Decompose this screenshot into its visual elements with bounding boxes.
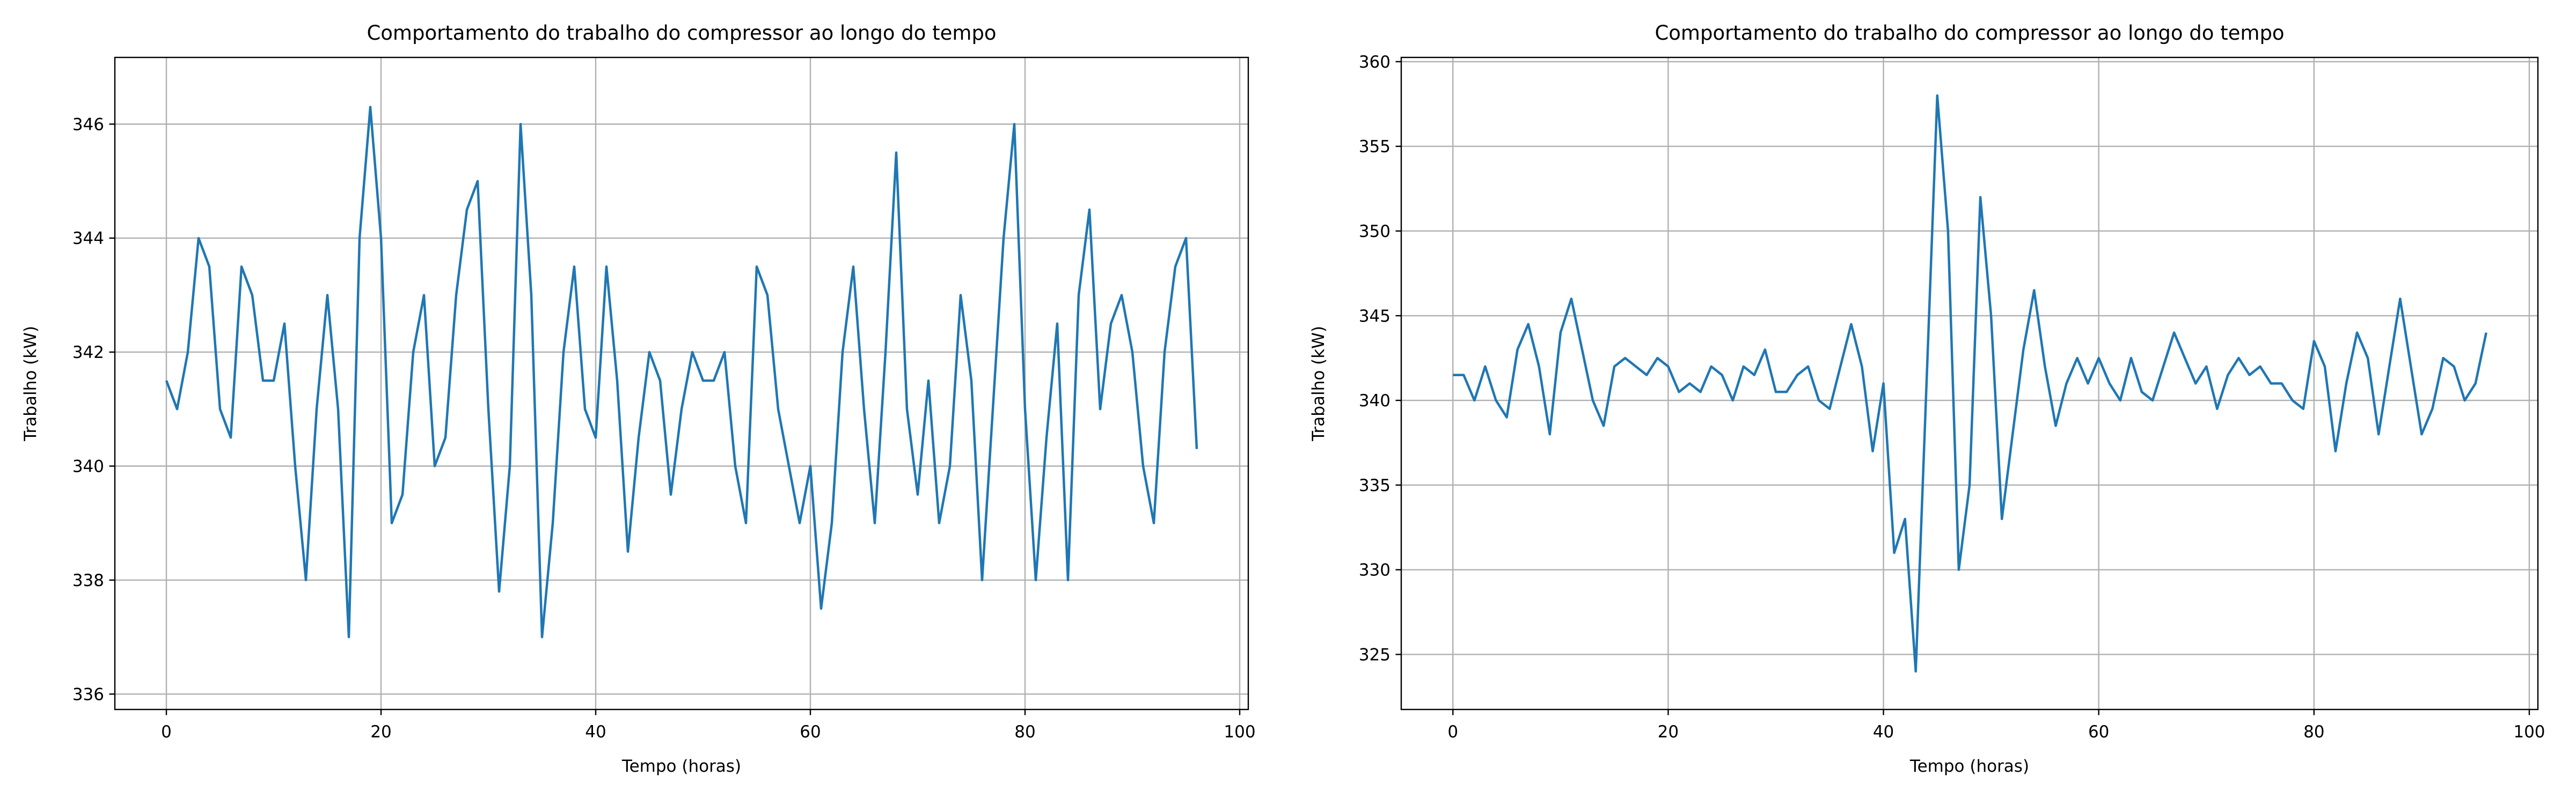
y-tick-label: 342 [72, 343, 104, 362]
x-tick-label: 0 [161, 722, 172, 742]
x-axis-label: Tempo (horas) [621, 757, 741, 776]
x-tick-label: 80 [2303, 722, 2324, 742]
x-tick-label: 100 [2513, 722, 2545, 742]
x-axis-label: Tempo (horas) [1909, 757, 2029, 776]
y-tick-label: 330 [1359, 561, 1391, 580]
data-line [165, 106, 1198, 639]
y-tick-label: 335 [1359, 476, 1391, 495]
x-tick-label: 0 [1447, 722, 1458, 742]
y-tick-label: 340 [72, 457, 104, 476]
y-tick-label: 325 [1359, 645, 1391, 664]
x-tick-label: 80 [1014, 722, 1035, 742]
y-axis-label: Trabalho (kW) [21, 326, 40, 442]
y-tick-label: 345 [1359, 306, 1391, 326]
y-axis-label: Trabalho (kW) [1309, 326, 1328, 442]
y-tick-label: 338 [72, 571, 104, 590]
y-tick-label: 346 [72, 115, 104, 134]
chart-title: Comportamento do trabalho do compressor … [1655, 21, 2284, 45]
data-line [1453, 94, 2487, 673]
x-tick-label: 60 [800, 722, 821, 742]
y-tick-label: 355 [1359, 137, 1391, 157]
chart-title: Comportamento do trabalho do compressor … [367, 21, 996, 45]
x-tick-label: 20 [370, 722, 391, 742]
axes-frame [114, 56, 1249, 711]
y-tick-label: 336 [72, 685, 104, 704]
y-tick-label: 350 [1359, 222, 1391, 241]
y-tick-label: 344 [72, 229, 104, 248]
axes-frame [1400, 56, 2539, 711]
y-tick-label: 340 [1359, 391, 1391, 411]
x-tick-label: 60 [2088, 722, 2109, 742]
x-tick-label: 20 [1658, 722, 1679, 742]
y-tick-label: 360 [1359, 53, 1391, 72]
x-tick-label: 40 [585, 722, 606, 742]
x-tick-label: 40 [1873, 722, 1894, 742]
x-tick-label: 100 [1224, 722, 1255, 742]
